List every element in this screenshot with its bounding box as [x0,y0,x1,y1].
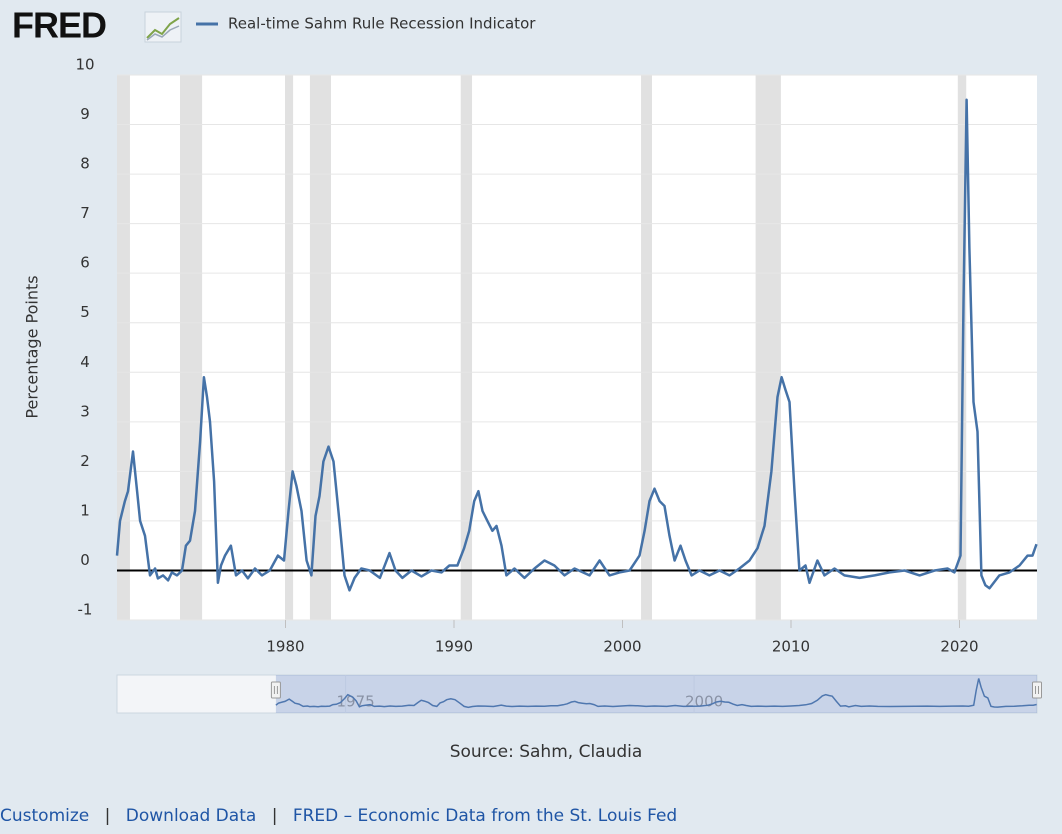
legend-label: Real-time Sahm Rule Recession Indicator [228,15,536,33]
y-tick-label: 1 [80,501,90,519]
y-tick-label: 6 [80,254,90,272]
navigator-area [275,678,1037,709]
footer-link[interactable]: FRED – Economic Data from the St. Louis … [292,806,678,826]
y-tick-label: 5 [80,303,90,321]
y-tick-label: 7 [80,204,90,222]
x-tick-label: 2010 [772,638,810,656]
y-tick-label: 10 [75,56,94,74]
x-tick-label: 1980 [266,638,304,656]
recession-shade [117,75,130,620]
y-tick-label: 0 [80,551,90,569]
navigator-selection [275,675,1038,713]
x-tick-label: 1990 [435,638,473,656]
separator: | [271,806,278,826]
logo: FRED [12,5,106,46]
y-tick-label: 8 [80,155,90,173]
y-axis-title: Percentage Points [23,275,42,418]
series-line [115,98,1038,592]
source: Source: Sahm, Claudia [450,742,643,762]
separator: | [104,806,111,826]
recession-shade [641,75,652,620]
footer-link[interactable]: Customize [0,806,90,826]
recession-shade [284,75,294,620]
footer-link[interactable]: Download Data [125,806,257,826]
plot-area [117,75,1037,620]
logo-icon [144,11,182,43]
y-tick-label: -1 [78,601,93,619]
navigator-handle [1032,681,1042,699]
recession-shade [309,75,331,620]
y-tick-label: 2 [80,452,90,470]
navigator-handle [270,681,281,699]
recession-shade [755,75,781,620]
x-tick-label: 2020 [940,638,978,656]
chart: FRED Percentage Points Source: Sahm, Cla… [12,5,1042,762]
recession-shade [460,75,473,620]
x-tick-label: 2000 [603,638,641,656]
footer: Customize | Download Data | FRED – Econo… [0,806,677,826]
y-tick-label: 9 [80,105,90,123]
y-tick-label: 4 [80,353,90,371]
y-tick-label: 3 [80,402,90,420]
